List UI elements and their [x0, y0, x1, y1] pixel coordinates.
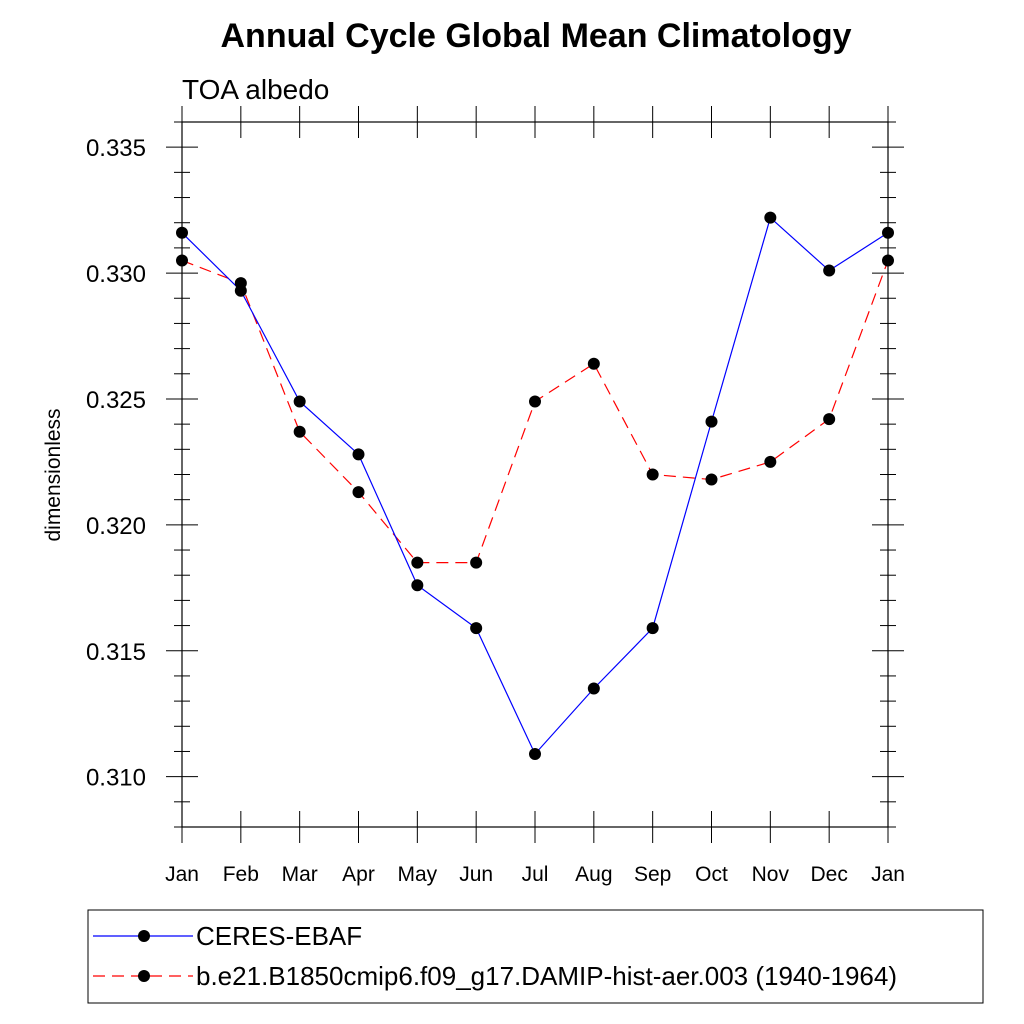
series-0-point	[823, 264, 836, 277]
series-0-point	[176, 226, 188, 239]
y-tick-label: 0.320	[86, 513, 146, 540]
series-1-point	[646, 468, 659, 481]
series-1-point	[293, 425, 306, 438]
series-0-point	[411, 579, 424, 592]
y-axis-label: dimensionless	[42, 408, 65, 541]
x-tick-label: Jul	[522, 863, 549, 886]
x-tick-label: Dec	[810, 863, 847, 886]
chart-subtitle: TOA albedo	[182, 74, 329, 105]
x-tick-label: Oct	[695, 863, 728, 886]
x-tick-label: Jan	[871, 863, 905, 886]
series-line-0	[181, 216, 889, 756]
x-tick-label: Jun	[459, 863, 493, 886]
series-0-point	[587, 682, 600, 695]
series-1-point	[882, 254, 894, 267]
axis-ticks	[166, 106, 904, 843]
series-1-point	[176, 254, 188, 267]
series-0-point	[352, 448, 365, 461]
series-1-point	[529, 395, 541, 408]
series-1-point	[411, 556, 424, 569]
legend-label-0: CERES-EBAF	[196, 921, 362, 951]
y-tick-label: 0.315	[86, 639, 146, 666]
series-1-point	[705, 473, 718, 486]
legend-marker-1	[138, 970, 150, 982]
legend-box	[87, 909, 984, 1004]
series-0-point	[705, 415, 718, 428]
y-tick-label: 0.330	[86, 261, 146, 288]
y-tick-label: 0.310	[86, 765, 146, 792]
chart-title: Annual Cycle Global Mean Climatology	[221, 17, 852, 55]
x-tick-label: Nov	[752, 863, 790, 886]
y-tick-labels: 0.310 0.315 0.320 0.325 0.330 0.335	[86, 135, 146, 791]
series-0-point	[529, 747, 541, 760]
legend: CERES-EBAF b.e21.B1850cmip6.f09_g17.DAMIP…	[93, 921, 897, 991]
x-tick-label: May	[397, 863, 437, 886]
x-tick-label: Sep	[634, 863, 671, 886]
y-tick-label: 0.325	[86, 387, 146, 414]
series-0-point	[764, 211, 777, 224]
y-tick-label: 0.335	[86, 135, 146, 162]
x-tick-label: Aug	[575, 863, 612, 886]
x-tick-label: Jan	[165, 863, 199, 886]
series-line-1	[181, 259, 889, 564]
series-0-point	[470, 622, 483, 635]
series-1-point	[823, 413, 836, 426]
series-0-point	[234, 284, 247, 297]
series-1-point	[352, 486, 365, 499]
x-tick-labels: Jan Feb Mar Apr May Jun Jul Aug Sep Oct Nov Dec Jan	[165, 863, 905, 886]
legend-marker-0	[138, 930, 150, 942]
x-tick-label: Mar	[282, 863, 318, 886]
series-1-point	[587, 357, 600, 370]
series-1-point	[764, 455, 777, 468]
series-0-point	[882, 226, 894, 239]
legend-label-1: b.e21.B1850cmip6.f09_g17.DAMIP-hist-aer.…	[196, 961, 897, 991]
x-tick-label: Feb	[223, 863, 259, 886]
series-0-point	[646, 622, 659, 635]
series-0-point	[293, 395, 306, 408]
series-group	[176, 211, 894, 760]
series-1-point	[470, 556, 483, 569]
x-tick-label: Apr	[342, 863, 375, 886]
